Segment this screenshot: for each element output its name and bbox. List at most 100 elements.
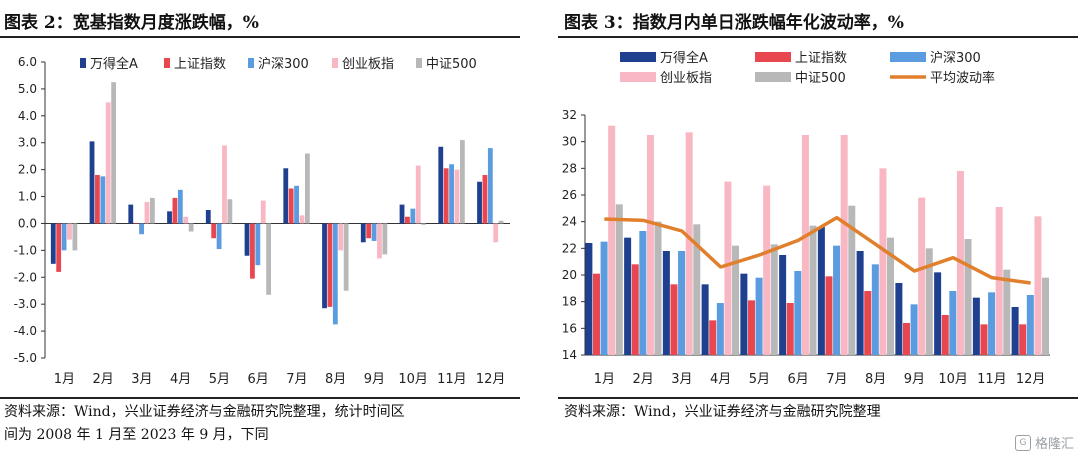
y-tick-label: 0.0 <box>18 216 37 230</box>
figure-2-panel: 图表 2：宽基指数月度涨跌幅，% 6.0 5.0 4.0 3.0 2.0 1.0 0.0 -1… <box>0 13 520 443</box>
bar-3-9 <box>371 223 377 241</box>
bar-1-2 <box>89 141 95 224</box>
y-tick-label: 16 <box>562 321 577 335</box>
x-tick-label: 6月 <box>247 372 268 387</box>
x-tick-label: 9月 <box>364 372 385 387</box>
bar-4-2 <box>646 135 654 355</box>
bar-1-5 <box>205 210 211 224</box>
bar-3-4 <box>716 303 724 355</box>
bar-5-4 <box>732 245 740 355</box>
bar-3-4 <box>177 189 183 224</box>
legend-label: 上证指数 <box>795 51 847 66</box>
legend-label: 创业板指 <box>342 57 394 72</box>
legend-label: 万得全A <box>660 50 708 66</box>
bar-4-3 <box>144 201 150 224</box>
bar-2-1 <box>56 223 62 272</box>
bar-4-1 <box>608 125 616 356</box>
legend-swatch <box>620 72 656 82</box>
bar-5-5 <box>770 244 778 355</box>
bar-2-4 <box>709 320 717 355</box>
bar-1-3 <box>128 204 134 224</box>
bar-5-11 <box>459 140 465 224</box>
bar-5-11 <box>1003 269 1011 355</box>
y-tick-label: 1.0 <box>18 190 37 204</box>
bar-5-9 <box>925 248 933 355</box>
bar-3-2 <box>639 231 647 355</box>
bar-3-8 <box>332 223 338 325</box>
bar-5-3 <box>149 197 155 224</box>
bar-3-7 <box>833 245 841 355</box>
x-tick-label: 2月 <box>632 372 653 387</box>
bar-5-7 <box>304 153 310 224</box>
bar-5-3 <box>693 224 701 355</box>
bar-4-9 <box>377 223 382 259</box>
bar-5-7 <box>848 205 856 355</box>
bar-5-1 <box>72 223 78 251</box>
bar-5-5 <box>227 199 233 224</box>
bar-5-4 <box>188 223 194 232</box>
bar-5-2 <box>654 221 662 355</box>
bar-4-4 <box>724 181 732 355</box>
source-rule <box>0 397 520 399</box>
bar-4-6 <box>801 135 809 355</box>
y-tick-label: 3.0 <box>18 136 37 150</box>
bar-4-11 <box>454 169 460 224</box>
bar-5-10 <box>421 223 427 225</box>
bar-1-12 <box>477 181 482 224</box>
bar-2-3 <box>670 284 678 355</box>
bar-5-12 <box>1042 277 1050 355</box>
bar-5-6 <box>266 223 272 295</box>
bar-1-7 <box>283 168 289 224</box>
legend-label: 万得全A <box>90 56 138 72</box>
bar-3-3 <box>139 223 144 235</box>
bar-1-4 <box>701 284 709 355</box>
legend-swatch <box>620 52 656 62</box>
source-note-line-1: 资料来源：Wind，兴业证券经济与金融研究院整理，统计时间区 <box>4 404 405 420</box>
legend-swatch <box>164 58 170 68</box>
watermark-text: 格隆汇 <box>1034 437 1074 452</box>
bar-3-10 <box>410 208 416 224</box>
bar-2-11 <box>443 168 449 224</box>
legend-swatch <box>80 58 86 68</box>
x-tick-label: 12月 <box>476 372 506 387</box>
bar-4-7 <box>840 135 848 355</box>
bar-2-3 <box>133 223 139 224</box>
legend-swatch <box>416 58 422 68</box>
bar-4-11 <box>995 207 1003 355</box>
bar-2-8 <box>864 291 872 355</box>
x-tick-label: 7月 <box>286 372 307 387</box>
bar-4-4 <box>183 216 189 224</box>
x-tick-label: 3月 <box>131 372 152 387</box>
bar-1-1 <box>585 243 593 355</box>
bar-1-3 <box>662 251 670 355</box>
bar-5-12 <box>498 220 504 224</box>
bar-1-8 <box>322 223 327 309</box>
y-tick-label: 30 <box>562 135 577 149</box>
bar-1-1 <box>50 223 56 264</box>
bar-3-2 <box>100 176 106 224</box>
legend-swatch <box>890 52 926 62</box>
source-note-line: 资料来源：Wind，兴业证券经济与金融研究院整理 <box>564 404 881 420</box>
x-tick-label: 11月 <box>977 372 1007 387</box>
y-tick-label: 32 <box>562 108 577 122</box>
bar-3-11 <box>988 292 996 355</box>
bar-2-7 <box>288 188 294 224</box>
x-tick-label: 12月 <box>1016 372 1046 387</box>
legend-label: 沪深300 <box>930 50 981 66</box>
x-tick-label: 5月 <box>749 372 770 387</box>
bar-1-11 <box>972 297 980 355</box>
bar-3-7 <box>294 185 299 224</box>
bar-2-5 <box>747 300 755 355</box>
y-tick-label: -5.0 <box>14 351 37 365</box>
bar-4-6 <box>260 200 266 224</box>
source-rule <box>558 397 1078 399</box>
y-tick-label: 28 <box>562 161 577 175</box>
y-tick-label: -3.0 <box>14 297 37 311</box>
legend-label: 中证500 <box>426 57 477 72</box>
x-tick-label: 10月 <box>398 372 428 387</box>
bar-5-2 <box>111 82 117 224</box>
bar-5-8 <box>343 223 349 291</box>
source-note-line-2: 间为 2008 年 1 月至 2023 年 9 月，下同 <box>4 427 269 443</box>
figure-2-chart: 6.0 5.0 4.0 3.0 2.0 1.0 0.0 -1.0 -2.0 -3.0 -4.0 -5.… <box>14 55 510 387</box>
watermark: G 格隆汇 <box>1014 433 1074 452</box>
